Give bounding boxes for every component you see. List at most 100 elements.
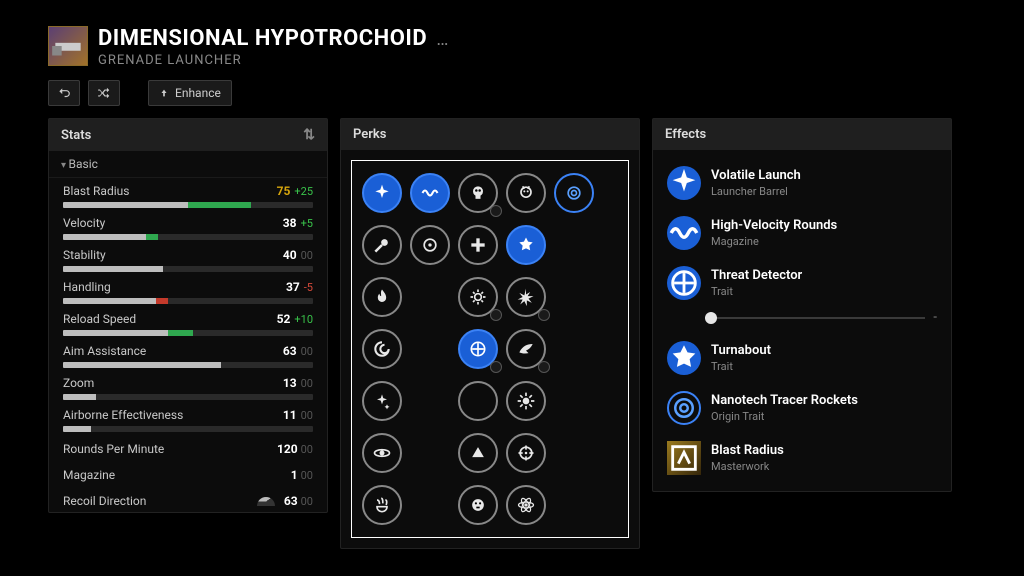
effects-panel: Effects Volatile Launch Launcher Barrel …: [652, 118, 952, 492]
perk-slot-empty: [552, 481, 596, 529]
stat-name: Aim Assistance: [63, 344, 146, 358]
adjust-icon[interactable]: ⇅: [303, 127, 315, 143]
star-icon: [516, 235, 536, 255]
stat-bar: [63, 394, 313, 400]
stat-name: Magazine: [63, 468, 115, 482]
atom-icon: [516, 495, 536, 515]
wave-icon: [667, 216, 701, 250]
perk-ring[interactable]: [554, 173, 594, 213]
perk-blast[interactable]: [506, 381, 546, 421]
perk-burst[interactable]: [362, 173, 402, 213]
stat-value: 52: [277, 312, 291, 326]
perk-atom[interactable]: [506, 485, 546, 525]
slider-thumb[interactable]: [705, 312, 717, 324]
target-icon: [420, 235, 440, 255]
burst-icon: [372, 183, 392, 203]
effect-row[interactable]: Volatile Launch Launcher Barrel: [653, 158, 951, 208]
perk-slot: [504, 169, 548, 217]
weapon-thumbnail[interactable]: [48, 26, 88, 66]
effect-row[interactable]: Threat Detector Trait: [653, 258, 951, 308]
perk-tri[interactable]: [458, 433, 498, 473]
perk-scope[interactable]: [506, 433, 546, 473]
stat-row: Rounds Per Minute 120 00: [49, 434, 327, 460]
stat-bar: [63, 202, 313, 208]
perk-wave[interactable]: [410, 173, 450, 213]
stat-name: Blast Radius: [63, 184, 129, 198]
stat-value: 120: [277, 442, 298, 456]
stat-bar: [63, 298, 313, 304]
effects-header: Effects: [653, 119, 951, 150]
stat-modifier: -5: [304, 281, 313, 294]
enhanced-indicator-icon: [538, 309, 550, 321]
face-icon: [468, 495, 488, 515]
perk-star[interactable]: [506, 225, 546, 265]
effect-row[interactable]: Nanotech Tracer Rockets Origin Trait: [653, 383, 951, 433]
perk-flame[interactable]: [362, 277, 402, 317]
wave-icon: [420, 183, 440, 203]
perk-slot: [456, 169, 500, 217]
stat-row: Velocity 38 +5: [49, 210, 327, 242]
enhanced-indicator-icon: [538, 361, 550, 373]
orbit-icon: [372, 443, 392, 463]
stats-section-basic[interactable]: Basic: [49, 151, 327, 178]
flame-icon: [372, 287, 392, 307]
moon-icon: [468, 391, 488, 411]
stat-value: 63: [284, 494, 298, 508]
stat-name: Rounds Per Minute: [63, 442, 164, 456]
stat-name: Zoom: [63, 376, 94, 390]
perk-moon[interactable]: [458, 381, 498, 421]
claw-icon: [372, 495, 392, 515]
stat-row: Blast Radius 75 +25: [49, 178, 327, 210]
effect-title: Turnabout: [711, 343, 771, 358]
undo-button[interactable]: [48, 80, 80, 106]
effect-row[interactable]: High-Velocity Rounds Magazine: [653, 208, 951, 258]
perk-slot-empty: [408, 481, 452, 529]
perk-slot: [408, 221, 452, 269]
effect-icon-cross: [667, 266, 701, 300]
perk-claw[interactable]: [362, 485, 402, 525]
sparkle-icon: [372, 391, 392, 411]
perk-comet[interactable]: [362, 225, 402, 265]
scope-icon: [516, 443, 536, 463]
stat-name: Recoil Direction: [63, 494, 146, 508]
perk-slot: [456, 273, 500, 321]
recoil-pie-icon: [257, 497, 275, 506]
slider-track[interactable]: [711, 317, 925, 319]
perks-panel: Perks: [340, 118, 640, 549]
stat-modifier: +25: [294, 185, 313, 198]
stat-modifier: 00: [301, 443, 313, 456]
perk-orbit[interactable]: [362, 433, 402, 473]
enhanced-indicator-icon: [490, 309, 502, 321]
stat-name: Handling: [63, 280, 111, 294]
perk-swirl[interactable]: [362, 329, 402, 369]
stat-row: Handling 37 -5: [49, 274, 327, 306]
more-icon[interactable]: …: [436, 29, 448, 50]
perk-slot: [456, 377, 500, 425]
perk-plus[interactable]: [458, 225, 498, 265]
perk-sparkle[interactable]: [362, 381, 402, 421]
stat-name: Velocity: [63, 216, 105, 230]
enhance-button[interactable]: Enhance: [148, 80, 232, 106]
perk-slot: [504, 325, 548, 373]
effect-row[interactable]: Blast Radius Masterwork: [653, 433, 951, 483]
perk-slot-empty: [552, 325, 596, 373]
effect-row[interactable]: Turnabout Trait: [653, 333, 951, 383]
swirl-icon: [372, 339, 392, 359]
stat-value: 11: [283, 408, 297, 422]
effect-subtitle: Trait: [711, 360, 771, 373]
perk-slot: [360, 325, 404, 373]
perk-face[interactable]: [458, 485, 498, 525]
effect-slider[interactable]: -: [653, 308, 951, 333]
stat-row: Recoil Direction 63 00: [49, 486, 327, 512]
stat-modifier: 00: [301, 469, 313, 482]
perk-slot-empty: [552, 273, 596, 321]
stat-row: Stability 40 00: [49, 242, 327, 274]
perk-target[interactable]: [410, 225, 450, 265]
stat-value: 37: [286, 280, 300, 294]
plus-icon: [468, 235, 488, 255]
tri-icon: [468, 443, 488, 463]
cross-icon: [468, 339, 488, 359]
perk-skull2[interactable]: [506, 173, 546, 213]
perk-slot: [360, 273, 404, 321]
randomize-button[interactable]: [88, 80, 120, 106]
